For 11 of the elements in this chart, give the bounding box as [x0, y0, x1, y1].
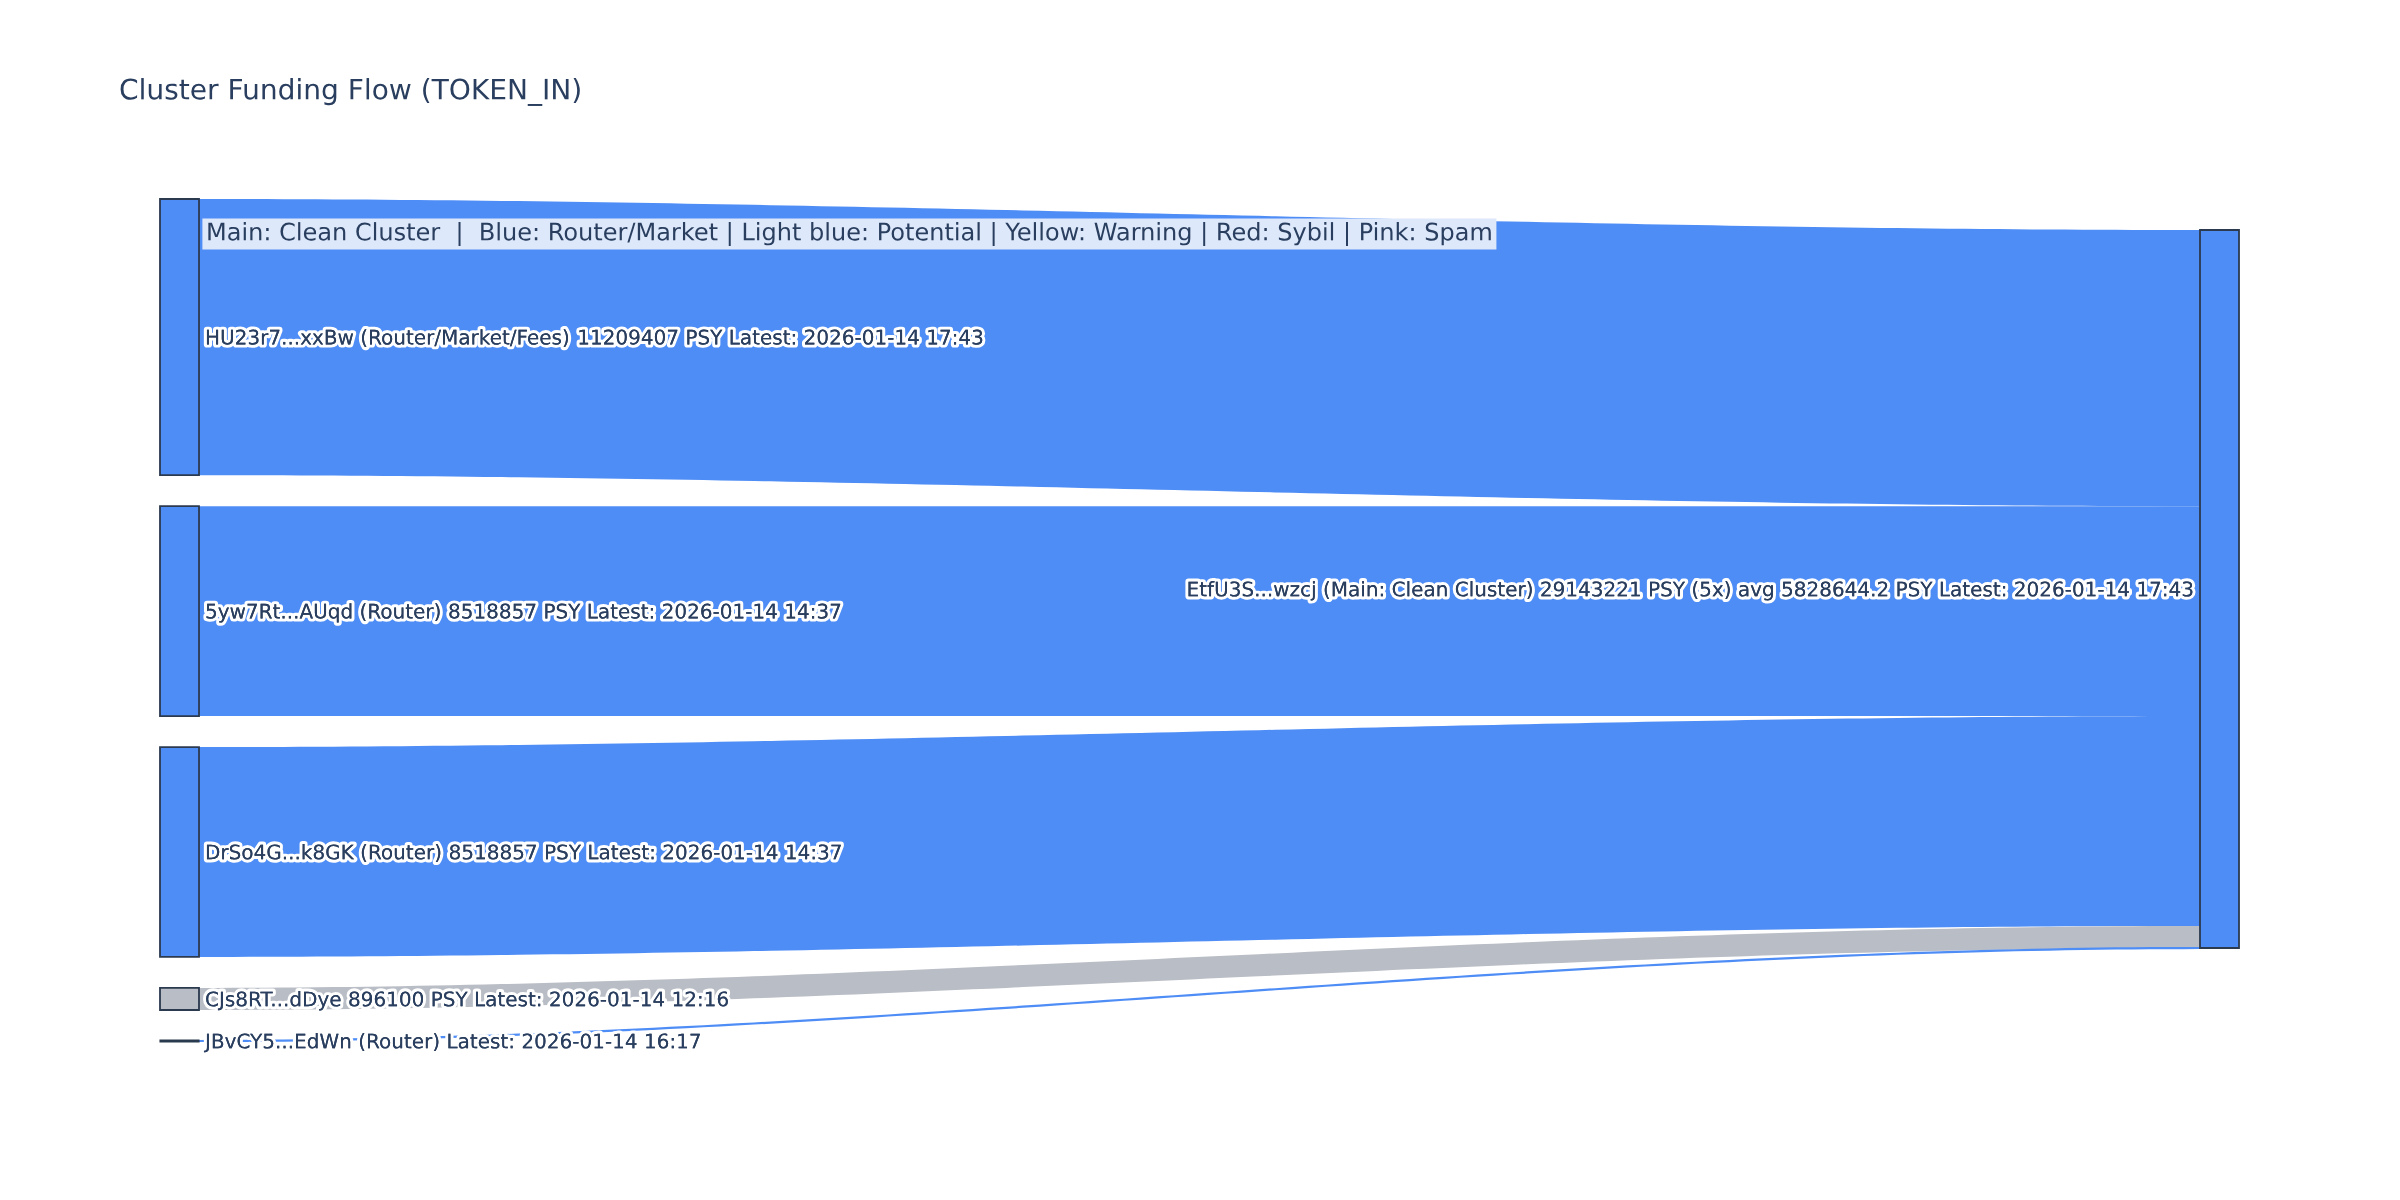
category-label: HU23r7...xxBw (Router/Market/Fees)	[206, 329, 569, 348]
data-label: 896100 PSY Latest: 2026-01-14 12:16	[349, 991, 728, 1007]
data-label: 11209407 PSY Latest: 2026-01-14 17:43	[579, 329, 983, 345]
series-label: EtfU3S...wzcj (Main: Clean Cluster) 29143221 PSY (5x) avg 5828644.2 PSY Latest: 2026-01-14 17:43	[1188, 581, 2193, 601]
category-label: CJs8RT...dDye	[206, 991, 341, 1011]
category-label: 5yw7Rt...AUqd (Router)	[206, 603, 440, 623]
category-label: DrSo4G...k8GK (Router)	[206, 844, 441, 862]
text: Cluster Funding Flow (TOKEN_IN)	[120, 78, 580, 106]
text: Main: Clean Cluster | Blue: Router/Market | Light blue: Potential | Yellow: Warning | Red: Sybil | Pink: Spam	[208, 221, 1491, 247]
data-label: 8518857 PSY Latest: 2026-01-14 14:37	[449, 603, 841, 619]
data-label: 8518857 PSY Latest: 2026-01-14 14:37	[449, 844, 841, 860]
